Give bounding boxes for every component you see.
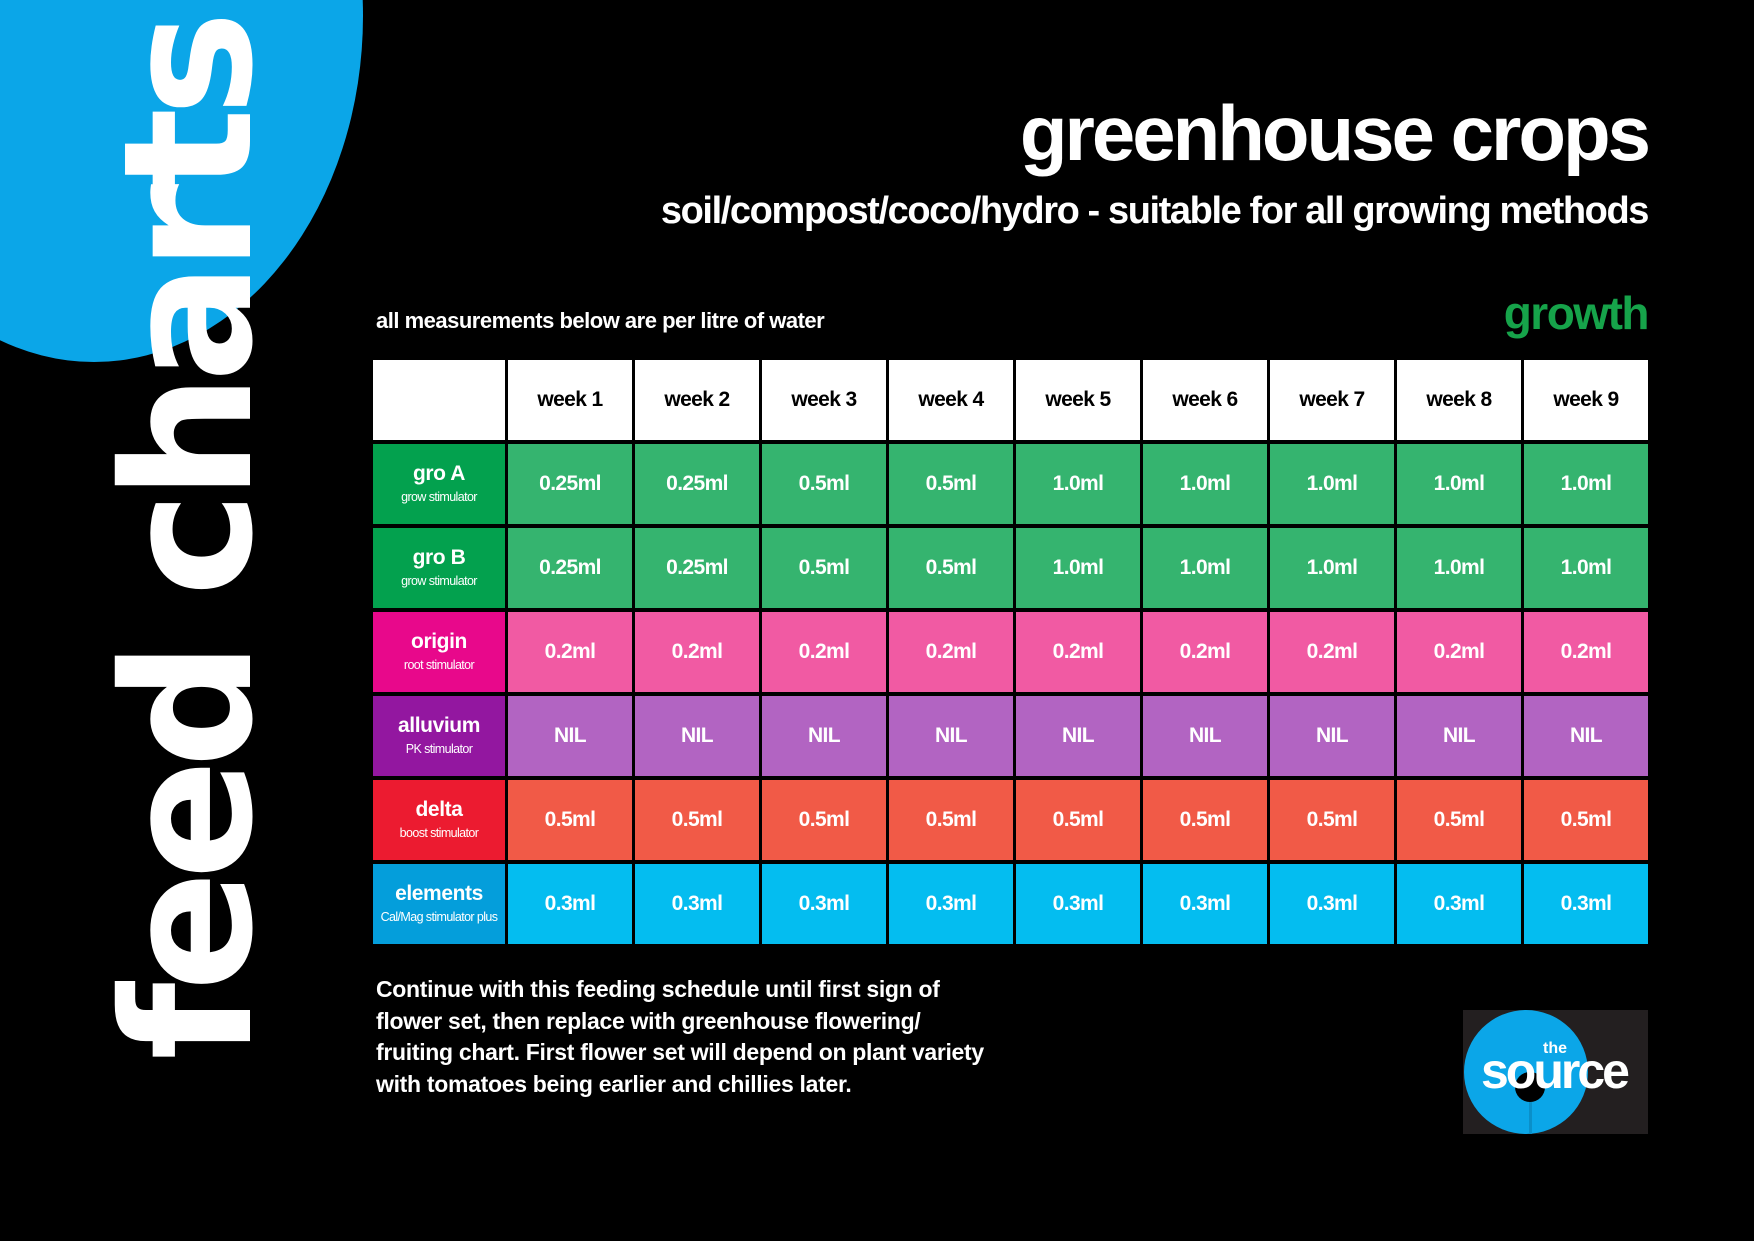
logo-word: source [1481, 1043, 1630, 1099]
dose-cell: 0.5ml [1270, 780, 1394, 860]
page-subtitle: soil/compost/coco/hydro - suitable for a… [660, 190, 1650, 232]
column-header: week 5 [1016, 360, 1140, 440]
dose-cell: 0.5ml [762, 444, 886, 524]
column-header: week 8 [1397, 360, 1521, 440]
stage-label: growth [1503, 287, 1650, 339]
dose-cell: 1.0ml [1143, 444, 1267, 524]
dose-cell: 0.3ml [508, 864, 632, 944]
dose-cell: NIL [889, 696, 1013, 776]
dose-cell: 1.0ml [1270, 444, 1394, 524]
dose-cell: NIL [762, 696, 886, 776]
dose-cell: 0.5ml [1143, 780, 1267, 860]
logo-drip [1529, 1102, 1532, 1134]
row-label: origin root stimulator [373, 612, 505, 692]
column-header: week 3 [762, 360, 886, 440]
dose-cell: NIL [635, 696, 759, 776]
dose-cell: 0.3ml [1143, 864, 1267, 944]
column-header: week 9 [1524, 360, 1648, 440]
column-header: week 2 [635, 360, 759, 440]
dose-cell: 0.3ml [1524, 864, 1648, 944]
dose-cell: NIL [1143, 696, 1267, 776]
dose-cell: NIL [1016, 696, 1140, 776]
product-name: alluvium [398, 713, 480, 737]
dose-cell: 0.5ml [762, 528, 886, 608]
dose-cell: 0.3ml [1270, 864, 1394, 944]
dose-cell: 0.5ml [762, 780, 886, 860]
dose-cell: 0.25ml [635, 444, 759, 524]
dose-cell: 0.2ml [1397, 612, 1521, 692]
dose-cell: 1.0ml [1397, 444, 1521, 524]
side-title: feed charts [85, 19, 292, 1060]
dose-cell: 1.0ml [1143, 528, 1267, 608]
dose-cell: 0.25ml [508, 444, 632, 524]
product-description: root stimulator [403, 657, 475, 672]
dose-cell: NIL [1397, 696, 1521, 776]
source-logo: the source [1463, 1010, 1648, 1134]
dose-cell: NIL [1270, 696, 1394, 776]
dose-cell: 0.2ml [1143, 612, 1267, 692]
dose-cell: 0.2ml [762, 612, 886, 692]
column-header: week 4 [889, 360, 1013, 440]
dose-cell: 0.2ml [635, 612, 759, 692]
dose-cell: 0.5ml [635, 780, 759, 860]
row-label: alluvium PK stimulator [373, 696, 505, 776]
row-label: delta boost stimulator [373, 780, 505, 860]
product-name: gro B [412, 545, 466, 569]
product-description: PK stimulator [405, 741, 473, 756]
footnote-text: Continue with this feeding schedule unti… [376, 976, 984, 1097]
dose-cell: 0.3ml [635, 864, 759, 944]
dose-cell: 0.5ml [1397, 780, 1521, 860]
dose-cell: 1.0ml [1016, 444, 1140, 524]
product-name: delta [415, 797, 463, 821]
product-name: origin [411, 629, 467, 653]
row-label: gro B grow stimulator [373, 528, 505, 608]
dose-cell: 0.2ml [508, 612, 632, 692]
dose-cell: 0.5ml [889, 444, 1013, 524]
product-name: elements [395, 881, 483, 905]
logo-small-text: the [1543, 1040, 1567, 1057]
dose-cell: NIL [1524, 696, 1648, 776]
product-description: grow stimulator [401, 489, 477, 504]
dose-cell: 0.5ml [1016, 780, 1140, 860]
dose-cell: 1.0ml [1397, 528, 1521, 608]
dose-cell: 0.3ml [1397, 864, 1521, 944]
dose-cell: 1.0ml [1270, 528, 1394, 608]
dose-cell: 1.0ml [1016, 528, 1140, 608]
dose-cell: 0.2ml [889, 612, 1013, 692]
page-title: greenhouse crops [1019, 89, 1651, 177]
product-description: boost stimulator [399, 825, 479, 840]
dose-cell: 1.0ml [1524, 444, 1648, 524]
dose-cell: 0.5ml [1524, 780, 1648, 860]
product-description: grow stimulator [401, 573, 477, 588]
dose-cell: 0.2ml [1016, 612, 1140, 692]
column-header: week 6 [1143, 360, 1267, 440]
dose-cell: 0.2ml [1270, 612, 1394, 692]
dose-cell: 0.25ml [508, 528, 632, 608]
column-header: week 7 [1270, 360, 1394, 440]
dose-cell: 0.3ml [762, 864, 886, 944]
dose-cell: 0.2ml [1524, 612, 1648, 692]
product-name: gro A [412, 461, 466, 485]
feed-table: week 1 week 2 week 3 week 4 week 5 week 6 week… [373, 360, 1648, 944]
row-label: elements Cal/Mag stimulator plus [373, 864, 505, 944]
dose-cell: 1.0ml [1524, 528, 1648, 608]
row-label: gro A grow stimulator [373, 444, 505, 524]
dose-cell: 0.5ml [508, 780, 632, 860]
dose-cell: 0.3ml [1016, 864, 1140, 944]
table-corner-cell [373, 360, 505, 440]
column-header: week 1 [508, 360, 632, 440]
dose-cell: 0.5ml [889, 528, 1013, 608]
measurement-note: all measurements below are per litre of … [376, 308, 825, 333]
dose-cell: 0.3ml [889, 864, 1013, 944]
dose-cell: 0.5ml [889, 780, 1013, 860]
product-description: Cal/Mag stimulator plus [380, 909, 498, 924]
dose-cell: 0.25ml [635, 528, 759, 608]
dose-cell: NIL [508, 696, 632, 776]
logo-o-dot [1515, 1072, 1545, 1102]
